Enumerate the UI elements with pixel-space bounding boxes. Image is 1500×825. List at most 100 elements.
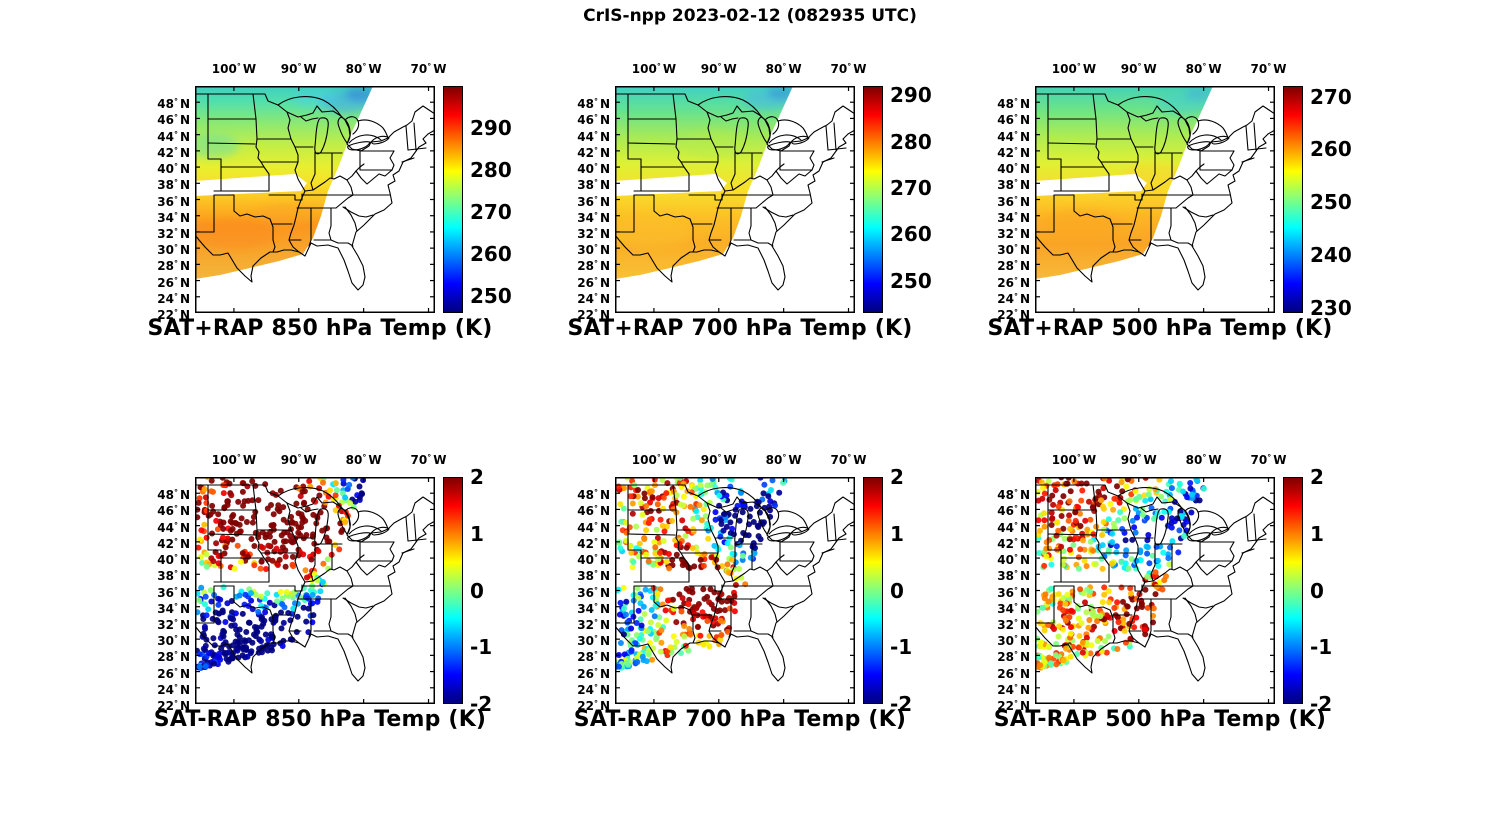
tick-text: ° [173, 650, 178, 660]
tick-text: 22 [997, 699, 1014, 713]
tick-text: ° [1013, 210, 1018, 220]
lat-tick-label: 30° N [130, 241, 190, 257]
lat-tick-label: 34° N [130, 600, 190, 616]
tick-text: 22 [997, 308, 1014, 322]
tick-text: ° [1076, 62, 1081, 71]
tick-text: ° [1013, 97, 1018, 107]
tick-text: N [179, 308, 190, 322]
lon-tick-label: 80° W [766, 62, 802, 76]
tick-text: N [599, 113, 610, 128]
lat-tick-label: 44° N [130, 128, 190, 144]
map-boundaries [1035, 93, 1275, 291]
tick-text: 24 [577, 291, 594, 306]
colorbar-tick-label: 270 [890, 175, 932, 200]
lat-tick-label: 34° N [970, 209, 1030, 225]
tick-text: ° [593, 553, 598, 563]
map-plot [615, 86, 855, 313]
lat-tick-label: 24° N [130, 290, 190, 306]
map-boundaries [195, 93, 435, 291]
lon-tick-label: 100° W [1052, 453, 1096, 467]
tick-text: ° [1013, 129, 1018, 139]
tick-text: 38 [157, 569, 174, 584]
tick-text: 34 [577, 210, 594, 225]
tick-text: 100 [1051, 453, 1077, 467]
colorbar-tick-label: 2 [470, 465, 484, 489]
tick-text: ° [593, 699, 598, 708]
lat-tick-label: 46° N [130, 111, 190, 127]
tick-text: 90 [700, 62, 718, 76]
lat-tick-label: 42° N [550, 535, 610, 551]
tick-text: ° [173, 601, 178, 611]
lat-tick-label: 30° N [970, 632, 1030, 648]
tick-text: 44 [997, 520, 1014, 535]
tick-text: 40 [997, 162, 1014, 177]
plot-frame [1035, 477, 1275, 704]
tick-text: N [179, 259, 190, 274]
lon-tick-label: 90° W [281, 62, 317, 76]
tick-text: N [1019, 666, 1030, 681]
tick-text: 32 [577, 226, 594, 241]
tick-text: 80 [1185, 453, 1203, 467]
colorbar [443, 477, 463, 704]
lat-tick-label: 36° N [970, 193, 1030, 209]
tick-text: W [853, 453, 867, 467]
tick-text: ° [173, 488, 178, 498]
tick-text: ° [593, 210, 598, 220]
tick-text: N [599, 178, 610, 193]
tick-text: ° [236, 62, 241, 71]
map-plot [615, 477, 855, 704]
tick-text: 46 [157, 113, 174, 128]
tick-text: N [599, 226, 610, 241]
tick-text: W [303, 453, 317, 467]
tick-text: ° [1013, 243, 1018, 253]
tick-text: N [179, 145, 190, 160]
tick-text: ° [593, 129, 598, 139]
tick-text: ° [173, 129, 178, 139]
tick-text: ° [593, 488, 598, 498]
tick-text: 46 [577, 113, 594, 128]
tick-text: ° [1013, 194, 1018, 204]
colorbar-tick-label: 1 [470, 521, 484, 546]
lat-tick-label: 26° N [130, 665, 190, 681]
tick-text: N [599, 243, 610, 258]
tick-text: N [599, 504, 610, 519]
tick-text: ° [173, 243, 178, 253]
colorbar-tick-label: 240 [1310, 242, 1352, 267]
tick-text: 70 [1250, 453, 1268, 467]
tick-text: ° [173, 308, 178, 317]
lat-tick-label: 32° N [550, 616, 610, 632]
colorbar-tick-label: -1 [470, 635, 493, 660]
tick-text: ° [1013, 504, 1018, 514]
lon-tick-label: 90° W [1121, 62, 1157, 76]
colorbar-tick-label: 260 [890, 222, 932, 247]
colorbar-tick-label: 290 [890, 83, 932, 108]
tick-text: ° [593, 162, 598, 172]
tick-text: N [599, 275, 610, 290]
tick-text: N [179, 275, 190, 290]
lon-tick-label: 100° W [632, 453, 676, 467]
tick-text: ° [593, 601, 598, 611]
tick-text: N [179, 178, 190, 193]
tick-text: 40 [157, 553, 174, 568]
tick-text: ° [593, 536, 598, 546]
lat-tick-label: 34° N [130, 209, 190, 225]
tick-text: 48 [157, 488, 174, 503]
tick-text: N [599, 210, 610, 225]
tick-text: ° [173, 162, 178, 172]
tick-text: 42 [157, 536, 174, 551]
tick-text: 28 [157, 650, 174, 665]
lat-tick-label: 28° N [130, 257, 190, 273]
tick-text: ° [173, 97, 178, 107]
tick-text: ° [1013, 682, 1018, 692]
lat-tick-label: 46° N [550, 502, 610, 518]
lat-tick-label: 28° N [550, 257, 610, 273]
tick-text: ° [593, 243, 598, 253]
lon-tick-label: 100° W [632, 62, 676, 76]
lon-tick-label: 80° W [346, 62, 382, 76]
lat-tick-label: 22° N [550, 306, 610, 322]
tick-text: ° [593, 113, 598, 123]
tick-text: ° [1013, 617, 1018, 627]
tick-text: N [179, 210, 190, 225]
lat-tick-label: 36° N [970, 584, 1030, 600]
lat-tick-label: 36° N [130, 584, 190, 600]
